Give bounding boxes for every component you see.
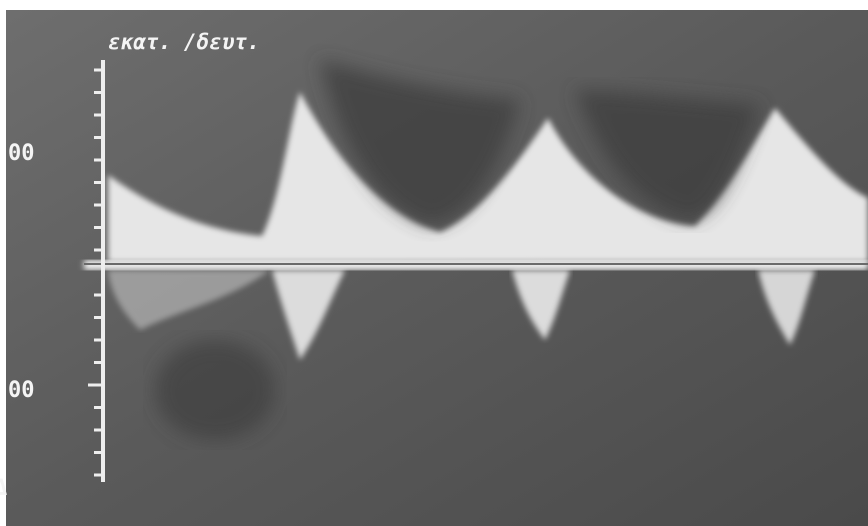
tick-label: 00 (8, 378, 35, 403)
axis-ticks (88, 68, 103, 477)
corner-mark: Δ (0, 476, 7, 501)
spectral-waveform-lower (108, 270, 270, 330)
dark-lobe (320, 60, 520, 225)
unit-label: εκατ. /δευτ. (108, 30, 260, 54)
spectral-waveform-lower (272, 270, 345, 360)
spectral-waveform-lower (758, 270, 815, 345)
spectral-waveform-lower (512, 270, 570, 340)
shadow (155, 340, 275, 440)
spectral-waveform-upper (108, 92, 868, 262)
tick-label: 00 (8, 141, 35, 166)
dark-lobe (575, 90, 760, 220)
